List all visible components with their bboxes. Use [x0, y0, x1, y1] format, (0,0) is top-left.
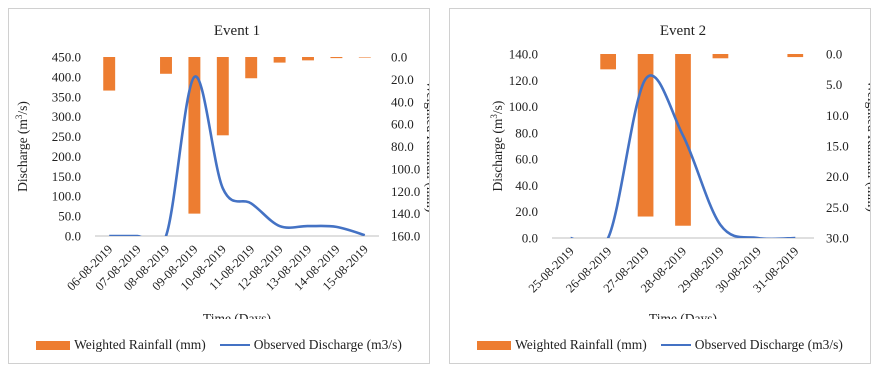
legend-label-rainfall: Weighted Rainfall (mm)	[515, 337, 647, 352]
y-left-tick-label: 50.0	[58, 209, 81, 224]
y-right-tick-label: 120.0	[391, 184, 420, 199]
rainfall-bar	[712, 54, 729, 59]
y-right-tick-label: 100.0	[391, 161, 420, 176]
y-left-tick-label: 140.0	[509, 47, 538, 62]
y-left-tick-label: 40.0	[515, 178, 538, 193]
y-left-tick-label: 150.0	[52, 169, 81, 184]
rainfall-bar	[675, 54, 691, 226]
y-left-tick-label: 300.0	[52, 109, 81, 124]
event-2-chart-panel: Event 2 140.0 120.0 100.0 80.0 60.0 40.0 20.0 0.…	[449, 8, 879, 364]
y-right-tick-label: 0.0	[391, 50, 407, 65]
y-right-tick-label: 160.0	[391, 229, 420, 244]
y-left-tick-label: 350.0	[52, 89, 81, 104]
y-axis-right-title: Weighted Rainfall (mm)	[865, 80, 870, 212]
y-left-tick-label: 100.0	[52, 189, 81, 204]
y-right-tick-label: 80.0	[391, 139, 414, 154]
legend-item-discharge: Observed Discharge (m3/s)	[660, 337, 843, 353]
rainfall-bar	[216, 57, 229, 136]
legend-item-rainfall: Weighted Rainfall (mm)	[36, 337, 206, 353]
y-left-tick-label: 450.0	[52, 50, 81, 65]
discharge-line	[109, 75, 366, 236]
discharge-line	[570, 74, 796, 238]
rainfall-bar	[330, 57, 343, 59]
rainfall-bar	[103, 57, 116, 91]
y-left-tick-label: 0.0	[65, 229, 81, 244]
legend-swatch-discharge	[660, 344, 691, 346]
y-right-tick-label: 25.0	[826, 200, 849, 215]
event-1-chart: Event 1 450.0 400.0 350.0 300.0 250.0 200.0 150…	[14, 23, 439, 326]
y-right-tick-label: 5.0	[826, 77, 842, 92]
legend-swatch-rainfall	[477, 340, 512, 350]
rainfall-bar	[188, 57, 201, 214]
y-left-tick-label: 0.0	[522, 231, 538, 246]
rainfall-bar	[302, 57, 314, 61]
event-2-legend: Weighted Rainfall (mm) Observed Discharg…	[450, 337, 870, 353]
y-right-tick-label: 20.0	[391, 72, 414, 87]
y-axis-right-title: Weighted Rainfall (mm)	[424, 81, 429, 213]
x-axis-title: Time (Days)	[649, 311, 717, 319]
event-2-chart: Event 2 140.0 120.0 100.0 80.0 60.0 40.0 20.0 0.…	[489, 23, 879, 326]
rainfall-bar	[245, 57, 258, 79]
legend-item-discharge: Observed Discharge (m3/s)	[219, 337, 402, 353]
y-right-tick-label: 15.0	[826, 139, 849, 154]
legend-swatch-discharge	[219, 344, 250, 346]
y-right-tick-label: 10.0	[826, 108, 849, 123]
y-left-tick-label: 20.0	[515, 204, 538, 219]
y-left-tick-label: 60.0	[515, 152, 538, 167]
rainfall-bar	[273, 57, 286, 63]
legend-label-discharge: Observed Discharge (m3/s)	[253, 337, 402, 352]
rainfall-bar	[160, 57, 172, 74]
y-left-tick-label: 400.0	[52, 69, 81, 84]
event-1-chart-panel: Event 1 450.0 400.0 350.0 300.0 250.0 200.0 150…	[8, 8, 439, 364]
rainfall-bar	[358, 57, 371, 58]
y-right-tick-label: 40.0	[391, 94, 414, 109]
legend-swatch-rainfall	[36, 340, 71, 350]
rainfall-bar	[637, 54, 654, 217]
rainfall-bar	[600, 54, 617, 70]
legend-label-rainfall: Weighted Rainfall (mm)	[74, 337, 206, 352]
y-right-tick-label: 140.0	[391, 206, 420, 221]
y-right-tick-label: 30.0	[826, 231, 849, 246]
y-left-tick-label: 120.0	[509, 73, 538, 88]
legend-item-rainfall: Weighted Rainfall (mm)	[477, 337, 647, 353]
chart-title: Event 2	[660, 23, 706, 39]
y-right-tick-label: 0.0	[826, 47, 842, 62]
legend-label-discharge: Observed Discharge (m3/s)	[694, 337, 843, 352]
y-axis-left-title: Discharge (m3/s)	[489, 101, 505, 192]
y-left-tick-label: 250.0	[52, 129, 81, 144]
chart-title: Event 1	[214, 23, 260, 39]
y-right-tick-label: 20.0	[826, 169, 849, 184]
y-left-tick-label: 200.0	[52, 149, 81, 164]
y-left-tick-label: 80.0	[515, 125, 538, 140]
y-axis-left-title: Discharge (m3/s)	[14, 101, 30, 192]
event-1-legend: Weighted Rainfall (mm) Observed Discharg…	[9, 337, 429, 353]
x-axis-title: Time (Days)	[203, 311, 271, 319]
rainfall-bar	[787, 54, 804, 58]
y-left-tick-label: 100.0	[509, 99, 538, 114]
y-right-tick-label: 60.0	[391, 117, 414, 132]
